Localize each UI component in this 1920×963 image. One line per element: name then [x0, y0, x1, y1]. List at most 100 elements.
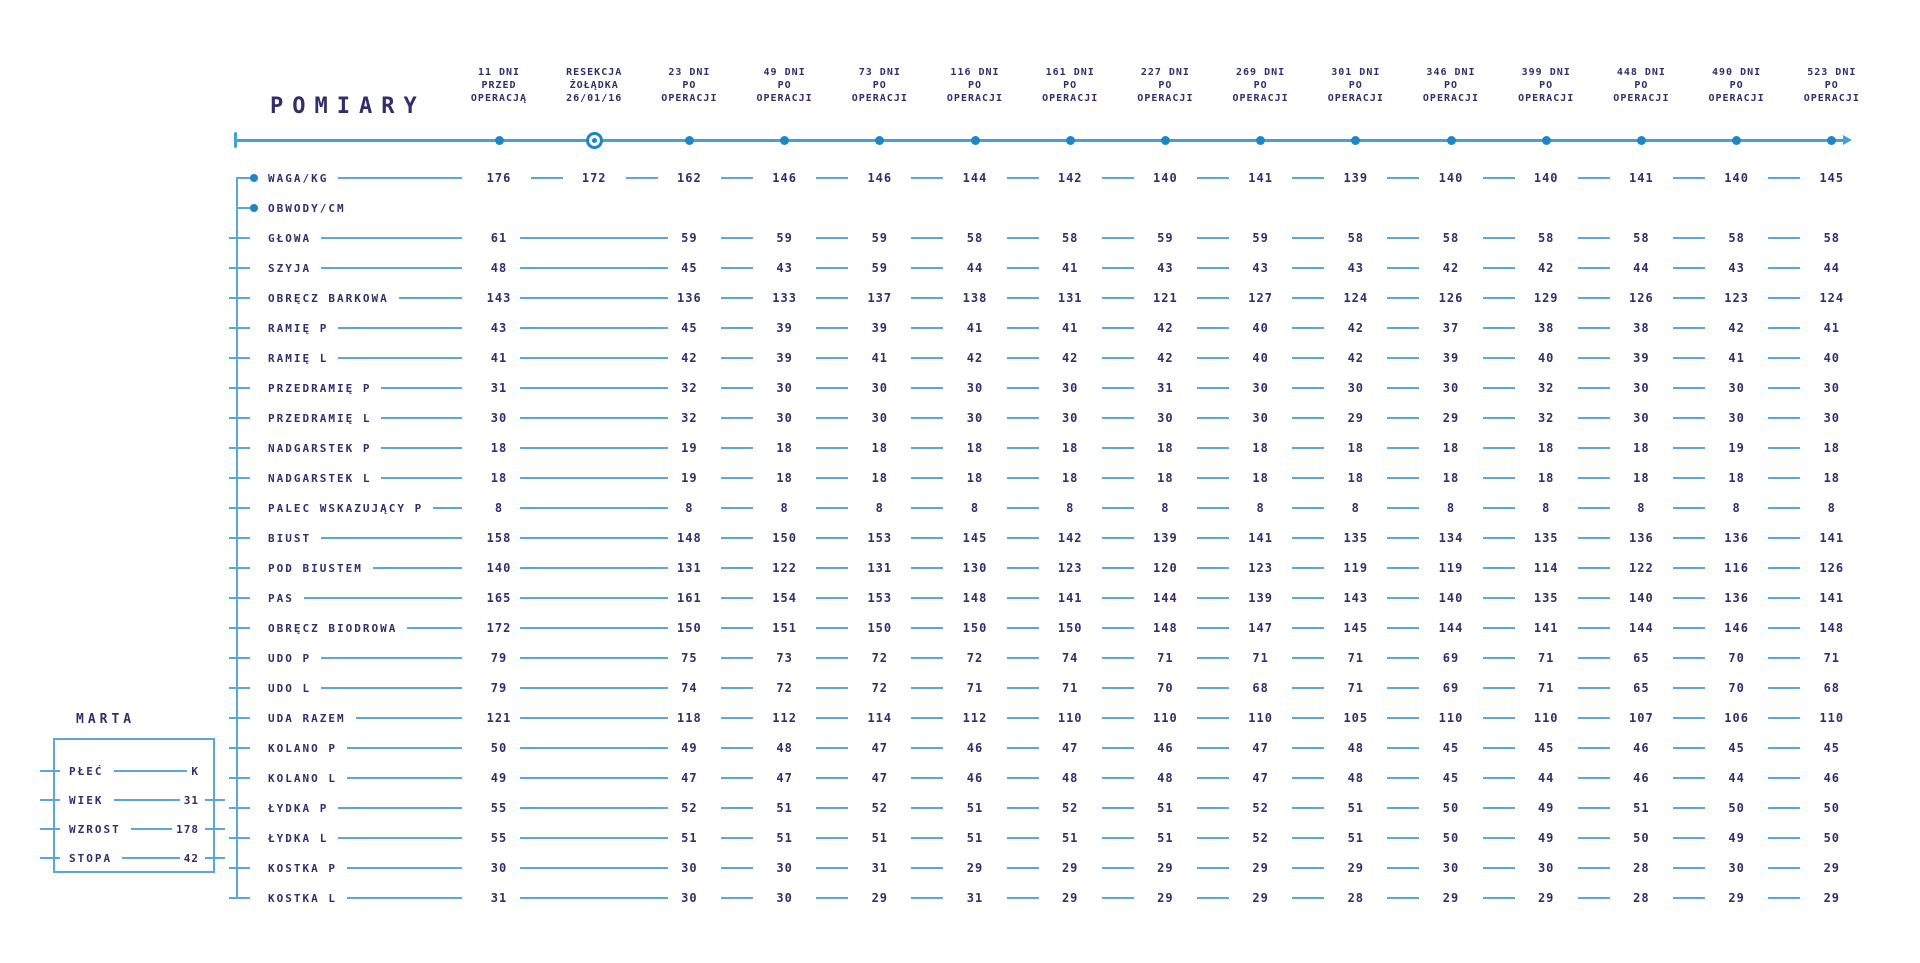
- value-dash-line: [1673, 597, 1705, 599]
- row-tick-line: [229, 297, 250, 299]
- value-span-line: [520, 297, 669, 299]
- value-cell: 74: [1061, 651, 1079, 665]
- value-dash-line: [1768, 867, 1801, 869]
- value-span-line: [520, 837, 669, 839]
- column-header-line: PO: [1063, 80, 1078, 91]
- value-dash-line: [1197, 867, 1229, 869]
- row-leader-line: [338, 807, 462, 809]
- value-dash-line: [1577, 747, 1610, 749]
- value-span-line: [520, 747, 669, 749]
- value-cell: 48: [1061, 771, 1079, 785]
- value-dash-line: [721, 747, 753, 749]
- value-cell: 45: [1728, 741, 1745, 755]
- row-label-group: UDO L: [268, 681, 466, 695]
- value-dash-line: [1197, 237, 1229, 239]
- value-cell: 18: [1823, 441, 1841, 455]
- value-dash-line: [1387, 327, 1420, 329]
- column-header: RESEKCJA ŻOŁĄDKA 26/01/16: [546, 66, 642, 105]
- value-dash-line: [1768, 237, 1801, 239]
- value-dash-line: [1387, 747, 1420, 749]
- row-leader-line: [338, 837, 462, 839]
- value-dash-line: [1673, 537, 1705, 539]
- value-dash-line: [1768, 327, 1801, 329]
- value-cell: 75: [681, 651, 698, 665]
- value-cell: 39: [776, 321, 793, 335]
- value-dash-line: [1006, 357, 1039, 359]
- value-dash-line: [1006, 717, 1039, 719]
- value-cell: 28: [1347, 891, 1365, 905]
- row-label-group: PAS: [268, 591, 466, 605]
- value-dash-line: [1768, 297, 1801, 299]
- value-cell: 150: [962, 621, 988, 635]
- value-dash-line: [1006, 567, 1039, 569]
- value-cell: 46: [966, 771, 984, 785]
- value-cell: 146: [772, 171, 797, 185]
- value-dash-line: [816, 177, 849, 179]
- column-header: 11 DNI PRZED OPERACJĄ: [451, 66, 547, 105]
- value-dash-line: [1577, 477, 1610, 479]
- value-dash-line: [1673, 477, 1705, 479]
- value-dash-line: [1482, 357, 1515, 359]
- value-cell: 39: [776, 351, 793, 365]
- value-cell: 18: [1442, 471, 1460, 485]
- value-dash-line: [1006, 747, 1039, 749]
- value-cell: 148: [1819, 621, 1845, 635]
- value-dash-line: [816, 657, 849, 659]
- value-cell: 29: [1442, 411, 1460, 425]
- value-dash-line: [1006, 627, 1039, 629]
- value-cell: 153: [867, 591, 893, 605]
- value-cell: 38: [1633, 321, 1650, 335]
- value-dash-line: [1577, 327, 1610, 329]
- column-header-line: PO: [1253, 80, 1268, 91]
- value-cell: 131: [677, 561, 702, 575]
- value-span-line: [520, 567, 669, 569]
- value-cell: 30: [871, 411, 889, 425]
- value-dash-line: [1482, 747, 1515, 749]
- value-cell: 52: [1252, 801, 1269, 815]
- value-dash-line: [1197, 687, 1229, 689]
- value-dash-line: [1006, 687, 1039, 689]
- value-cell: 52: [681, 801, 698, 815]
- value-cell: 141: [1819, 531, 1845, 545]
- value-cell: 123: [1057, 561, 1083, 575]
- value-cell: 137: [867, 291, 893, 305]
- value-cell: 143: [1343, 591, 1369, 605]
- value-cell: 39: [1442, 351, 1460, 365]
- value-cell: 50: [1442, 831, 1460, 845]
- row-branch-line: [236, 177, 252, 179]
- value-cell: 48: [1347, 741, 1365, 755]
- value-cell: 46: [1633, 741, 1650, 755]
- column-header-line: OPERACJI: [851, 93, 908, 104]
- value-dash-line: [1101, 327, 1134, 329]
- value-dash-line: [911, 477, 944, 479]
- row-label-group: RAMIĘ L: [268, 351, 466, 365]
- column-header-line: 448 DNI: [1616, 67, 1666, 78]
- value-dash-line: [1673, 687, 1705, 689]
- row-leader-line: [303, 597, 462, 599]
- value-dash-line: [721, 477, 753, 479]
- value-cell: 69: [1442, 681, 1460, 695]
- row-leader-line: [381, 387, 462, 389]
- column-header: 227 DNI PO OPERACJI: [1117, 66, 1213, 105]
- value-cell: 42: [1442, 261, 1460, 275]
- value-dash-line: [1292, 897, 1325, 899]
- value-dash-line: [1292, 597, 1325, 599]
- person-field-right-tick: [205, 857, 225, 859]
- value-span-line: [520, 657, 669, 659]
- value-dash-line: [911, 657, 944, 659]
- value-dash-line: [1387, 567, 1420, 569]
- value-cell: 30: [1442, 381, 1460, 395]
- value-dash-line: [911, 627, 944, 629]
- value-cell: 18: [1823, 471, 1841, 485]
- value-dash-line: [1482, 387, 1515, 389]
- value-span-line: [520, 387, 669, 389]
- value-dash-line: [1292, 657, 1325, 659]
- value-dash-line: [1292, 777, 1325, 779]
- value-dash-line: [721, 567, 753, 569]
- row-tick-line: [229, 417, 250, 419]
- value-dash-line: [1101, 717, 1134, 719]
- value-dash-line: [1482, 897, 1515, 899]
- value-cell: 72: [871, 651, 889, 665]
- person-field-left-tick: [40, 857, 60, 859]
- value-dash-line: [1387, 897, 1420, 899]
